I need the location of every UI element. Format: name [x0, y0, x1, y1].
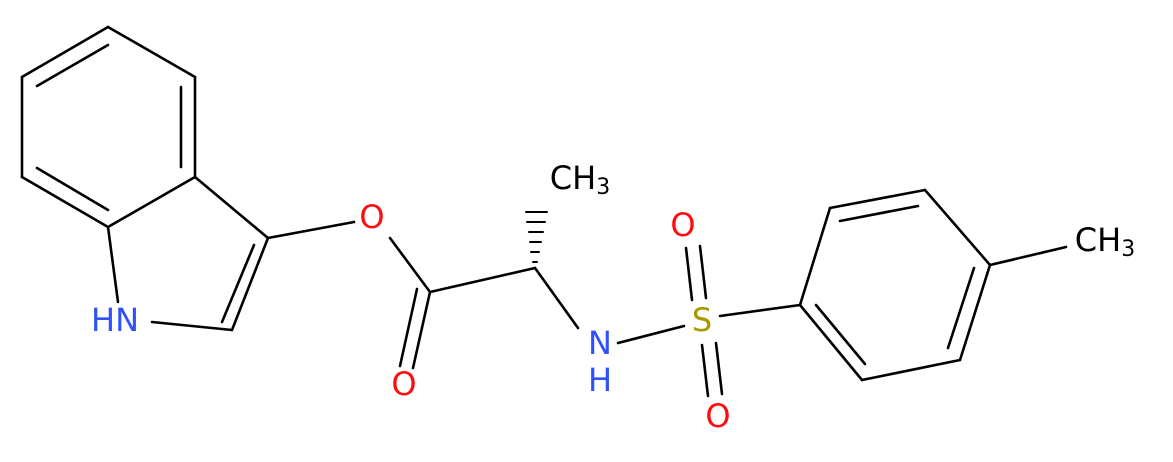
atom-hydrogen: H	[588, 361, 612, 399]
atom-label: S	[692, 301, 712, 339]
atom-label: O	[705, 397, 730, 435]
atom-label: O	[359, 198, 384, 236]
atom-label: N	[588, 324, 612, 362]
hashed-wedge	[525, 211, 548, 263]
atom-label: HN	[91, 301, 139, 339]
bonds	[20, 25, 1068, 398]
atom-label: O	[670, 206, 695, 244]
atom-label: O	[391, 365, 416, 403]
atom-labels: HN O O CH3 N H S O O CH3	[91, 159, 1135, 435]
atom-label: CH3	[1075, 221, 1135, 262]
atom-label: CH3	[550, 159, 610, 200]
